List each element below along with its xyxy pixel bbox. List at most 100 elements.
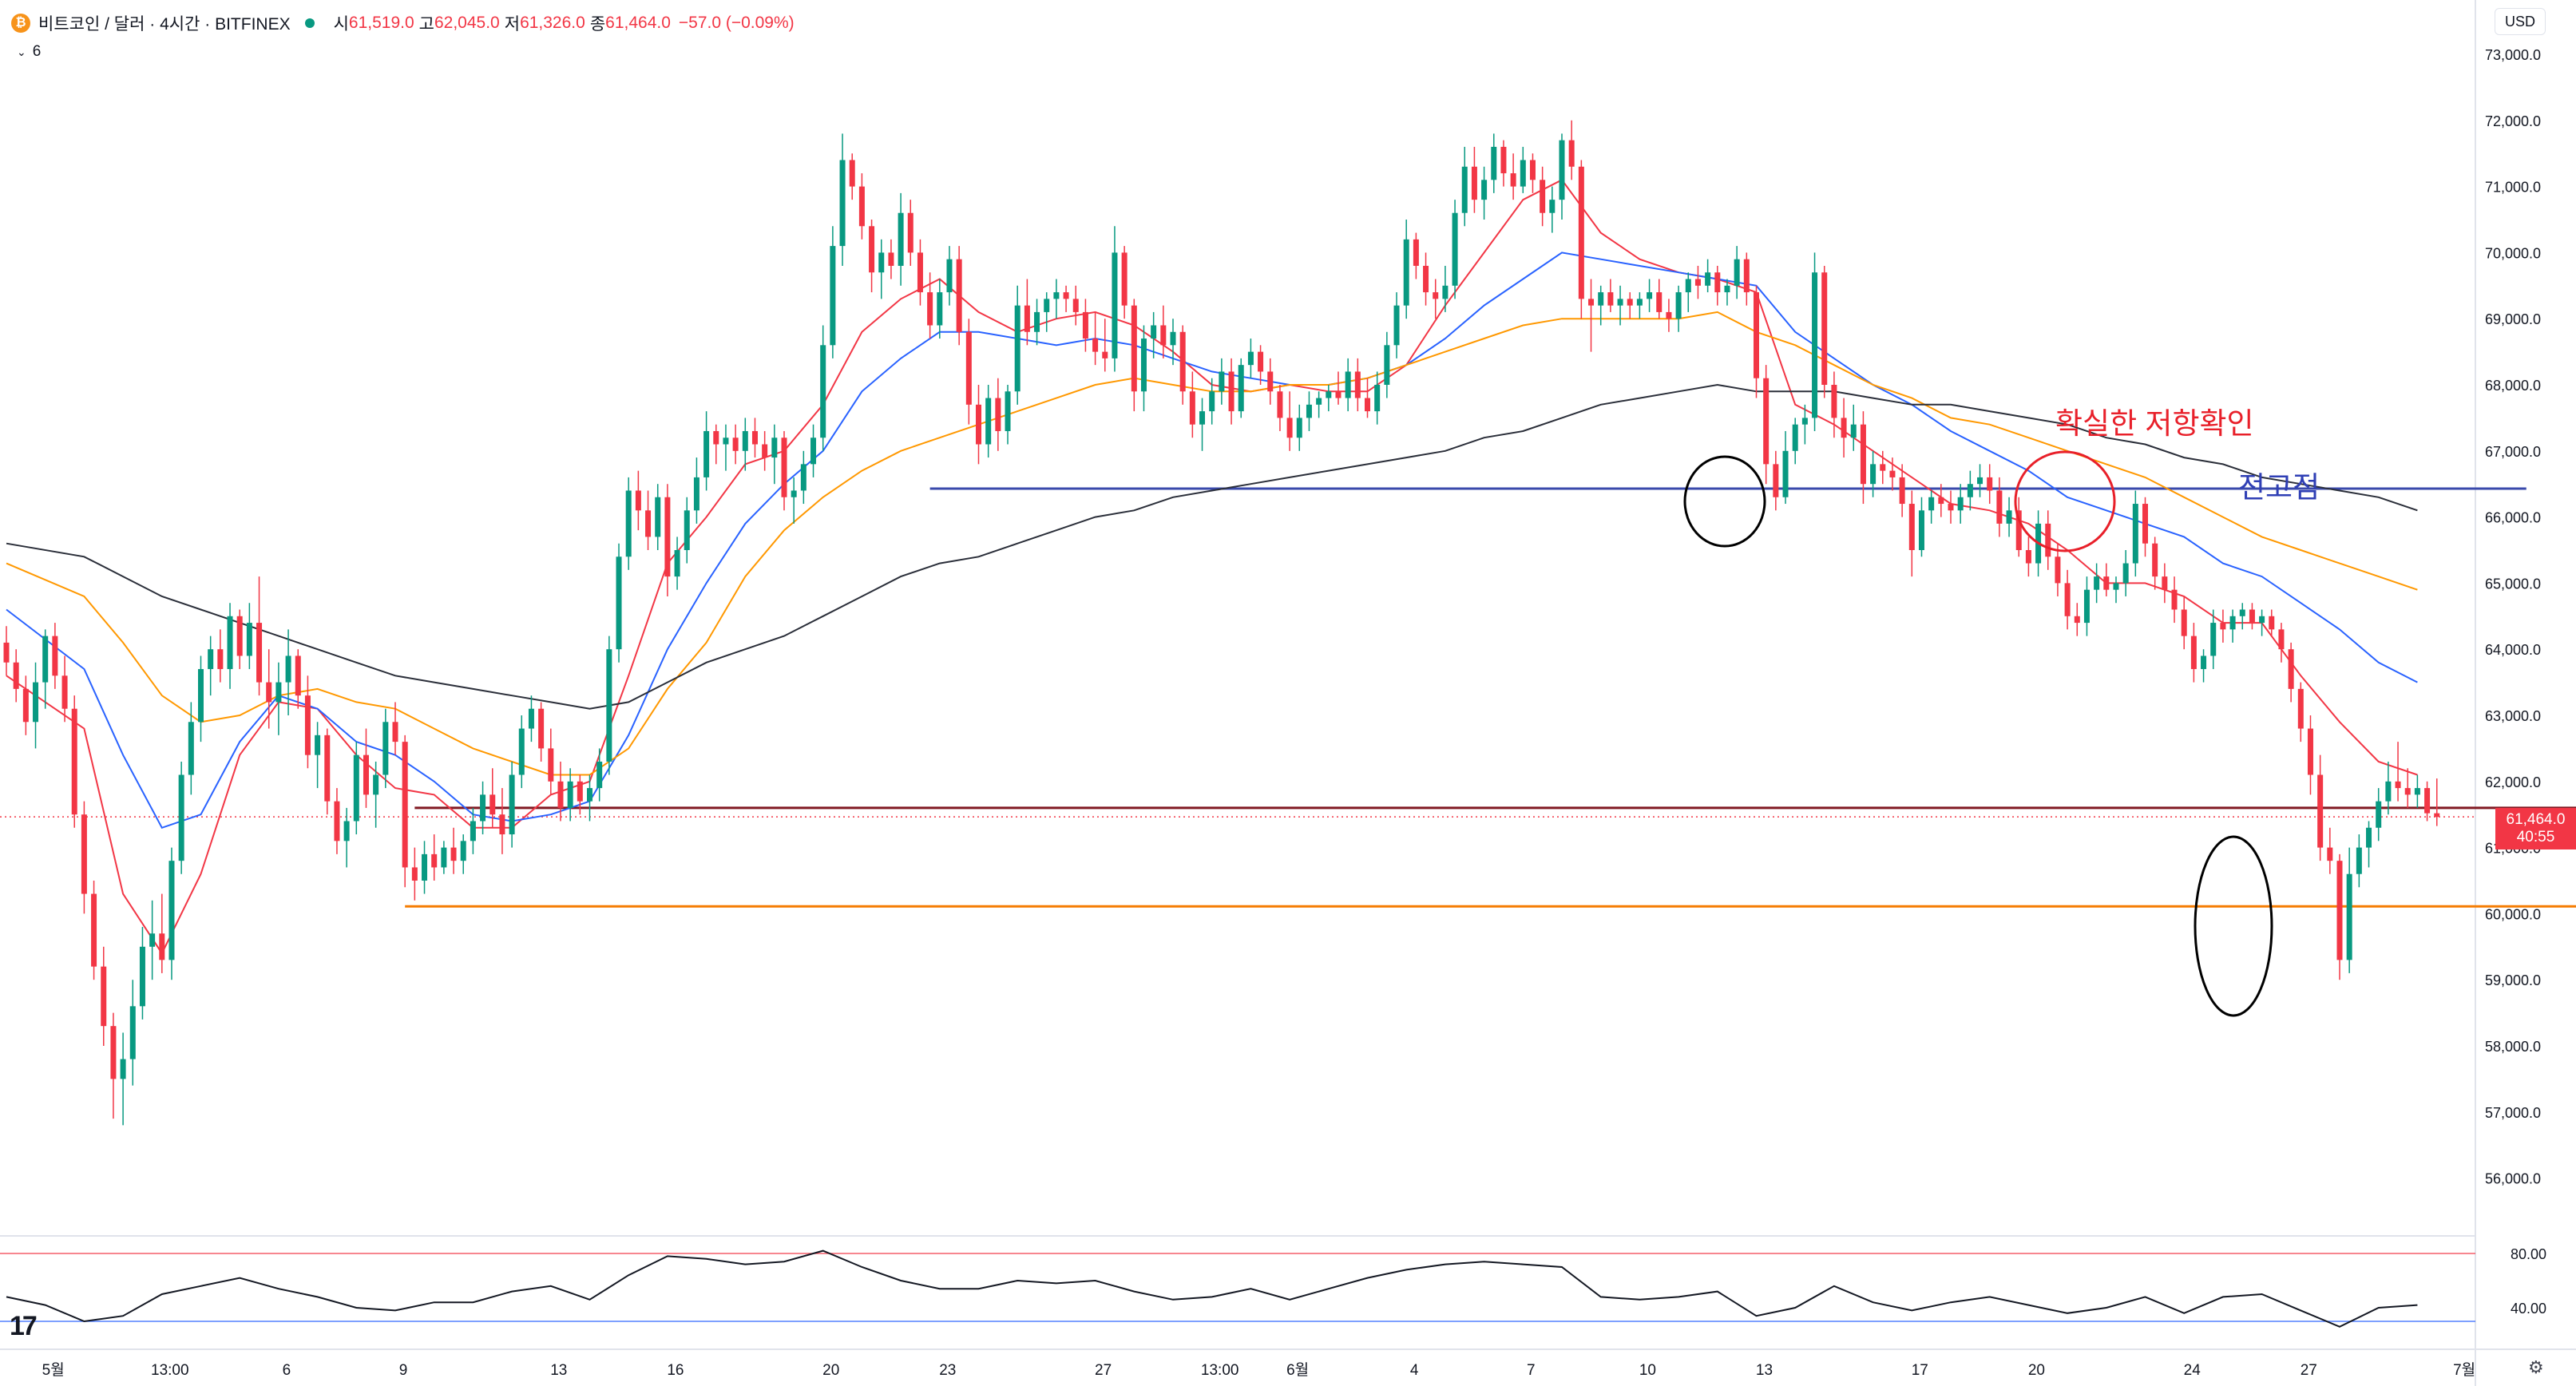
price-tick-label: 67,000.0	[2485, 444, 2541, 460]
tradingview-logo[interactable]: 17	[10, 1311, 38, 1341]
candle-body	[2424, 788, 2431, 814]
candle-body	[334, 801, 340, 842]
candle-body	[2142, 504, 2148, 544]
price-tick-label: 68,000.0	[2485, 378, 2541, 394]
candle	[1112, 226, 1118, 372]
candle	[1345, 358, 1351, 412]
candle-body	[1189, 391, 1195, 425]
price-axis: 56,000.0 57,000.0 58,000.0 59,000.0 60,000.0…	[2485, 47, 2541, 1187]
candle-body	[800, 464, 806, 491]
candle	[1675, 285, 1682, 332]
candle-body	[2366, 827, 2372, 848]
candle-body	[52, 636, 58, 676]
candle	[489, 768, 496, 828]
candle	[1063, 285, 1069, 312]
candle	[616, 543, 622, 663]
candle	[1384, 331, 1390, 398]
candle-body	[567, 781, 573, 808]
candle	[2288, 642, 2294, 703]
candle	[1714, 265, 1721, 306]
candle	[548, 728, 554, 795]
candle-body	[1199, 411, 1206, 425]
candle-body	[1568, 140, 1575, 167]
candle	[2269, 609, 2275, 636]
candle-body	[1987, 477, 1993, 491]
candle-body	[1705, 272, 1711, 286]
candle-body	[1072, 299, 1079, 312]
candle-body	[402, 742, 408, 868]
candle	[402, 735, 408, 888]
candle	[1481, 166, 1488, 220]
candle	[1277, 385, 1283, 431]
candle-body	[1258, 351, 1264, 372]
candle-body	[771, 438, 778, 458]
candle-body	[236, 616, 243, 656]
candle-body	[2346, 873, 2352, 960]
candle-body	[1549, 200, 1556, 213]
currency-button[interactable]: USD	[2495, 8, 2546, 35]
candle	[2229, 609, 2236, 643]
candle	[1199, 398, 1206, 451]
candle	[1792, 418, 1798, 465]
candle-body	[2317, 774, 2324, 848]
candle-body	[1792, 424, 1798, 451]
candle-body	[1724, 285, 1730, 293]
candle	[1374, 371, 1381, 425]
candle-body	[2220, 623, 2226, 630]
high-value: 62,045.0	[434, 14, 500, 32]
candle	[2122, 550, 2129, 596]
candle	[139, 926, 145, 1020]
candle-body	[2162, 576, 2168, 590]
candle-body	[898, 212, 904, 266]
candle-body	[1647, 292, 1653, 299]
candle	[304, 675, 311, 769]
time-tick-label: 7	[1527, 1362, 1536, 1379]
candle	[2278, 623, 2285, 663]
candle-body	[256, 623, 263, 683]
candle	[732, 424, 739, 465]
candle-body	[1510, 173, 1516, 187]
candle-body	[703, 430, 710, 477]
candle	[1734, 246, 1740, 299]
symbol-title[interactable]: 비트코인 / 달러 · 4시간 · BITFINEX	[38, 15, 291, 34]
candle	[236, 609, 243, 670]
candle	[1743, 252, 1750, 306]
close-value: 61,464.0	[605, 14, 671, 32]
candle-body	[1442, 285, 1449, 299]
annotation-resistance[interactable]: 확실한 저항확인	[2055, 407, 2254, 440]
candle-body	[2015, 510, 2022, 550]
candle-body	[888, 252, 894, 266]
gear-icon[interactable]: ⚙	[2528, 1357, 2544, 1377]
candle	[2404, 768, 2411, 808]
candle-body	[2122, 563, 2129, 584]
candle-body	[2434, 813, 2440, 818]
candle-body	[1831, 385, 1837, 418]
candle	[1666, 299, 1672, 332]
candle-body	[830, 246, 836, 346]
annotation-prev-high[interactable]: 전고점	[2238, 471, 2320, 504]
candle-body	[1005, 391, 1011, 431]
bar-countdown: 40:55	[2516, 829, 2555, 845]
ellipse-low-2	[2194, 835, 2273, 1017]
symbol-legend: ₿ 비트코인 / 달러 · 4시간 · BITFINEX 시 61,519.0 …	[11, 10, 795, 37]
candle	[1121, 246, 1127, 319]
candle-body	[246, 623, 252, 656]
candle	[606, 636, 612, 775]
candle-body	[2288, 649, 2294, 689]
candle-body	[2327, 847, 2333, 861]
price-tick-label: 60,000.0	[2485, 906, 2541, 922]
candle	[1908, 490, 1915, 577]
candle	[1082, 299, 1088, 352]
candle	[927, 272, 933, 339]
candle-body	[587, 788, 592, 802]
candle-body	[1286, 418, 1293, 438]
moving-average-line	[6, 251, 2418, 830]
candle	[1286, 391, 1293, 451]
rsi-tick-label: 40.00	[2511, 1301, 2546, 1317]
candle-body	[1938, 497, 1944, 505]
indicator-toggle[interactable]: ⌄ 6	[11, 40, 46, 64]
candle	[1549, 186, 1556, 233]
candle	[1393, 292, 1400, 358]
candle-body	[674, 550, 680, 577]
